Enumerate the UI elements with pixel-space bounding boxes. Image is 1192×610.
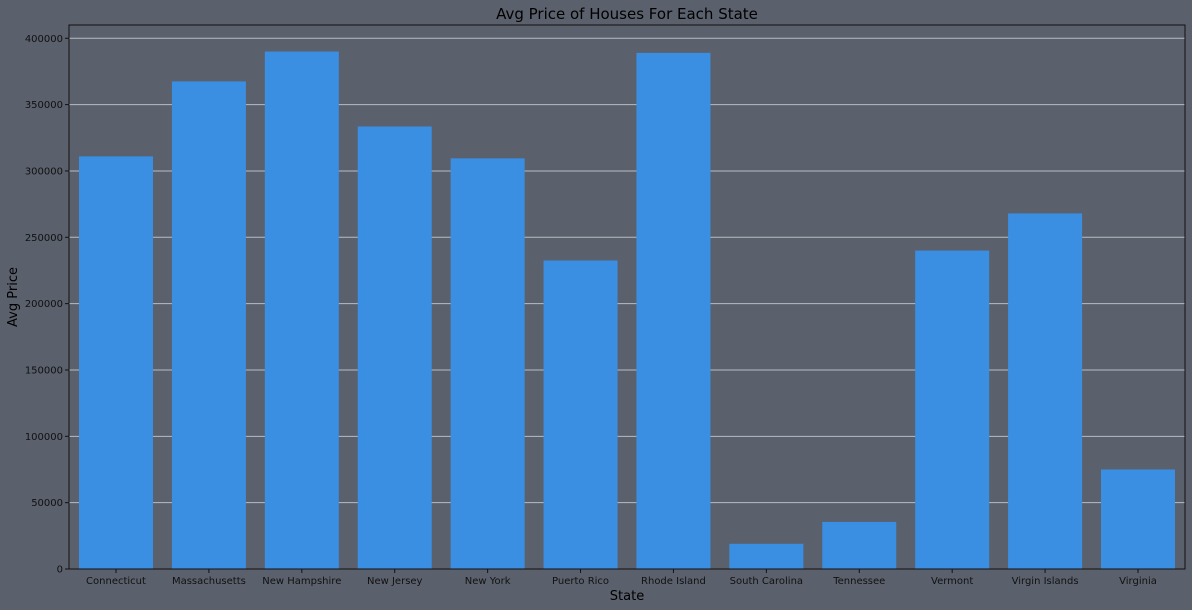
y-tick-label: 300000: [25, 166, 63, 177]
plot-frame: [68, 24, 1186, 570]
bar-puerto-rico: [543, 260, 618, 569]
y-tick-label: 100000: [25, 432, 63, 443]
bars: [79, 51, 1175, 570]
x-tick-label: New York: [465, 576, 511, 587]
x-tick-label: New Hampshire: [262, 576, 341, 587]
y-axis-title: Avg Price: [6, 267, 21, 327]
x-tick-label: South Carolina: [730, 576, 803, 587]
x-tick-label: Virginia: [1119, 576, 1157, 587]
y-tick-label: 200000: [25, 299, 63, 310]
bar-new-jersey: [357, 126, 432, 569]
x-axis-title: State: [610, 589, 644, 604]
y-tick-label: 250000: [25, 233, 63, 244]
bar-connecticut: [79, 156, 153, 570]
x-tick-label: Massachusetts: [172, 576, 246, 587]
x-tick-labels: Connecticut Massachusetts New Hampshire New…: [86, 576, 1157, 587]
bar-rhode-island: [636, 52, 711, 570]
bar-tennessee: [822, 521, 897, 569]
axes: [65, 24, 1186, 573]
x-tick-label: New Jersey: [367, 576, 423, 587]
x-tick-label: Tennessee: [832, 576, 885, 587]
bar-virgin-islands: [1008, 213, 1083, 569]
bar-new-hampshire: [264, 51, 339, 570]
y-tick-labels: 0 50000 100000 150000 200000 250000 300000 3500…: [25, 34, 63, 576]
x-tick-label: Puerto Rico: [552, 576, 609, 587]
bar-new-york: [450, 158, 525, 569]
chart-title: Avg Price of Houses For Each State: [496, 5, 758, 23]
bar-vermont: [915, 250, 990, 569]
y-tick-label: 150000: [25, 365, 63, 376]
x-tick-label: Connecticut: [86, 576, 146, 587]
y-tick-label: 400000: [25, 34, 63, 45]
x-tick-label: Virgin Islands: [1012, 576, 1079, 587]
bar-virginia: [1101, 469, 1175, 569]
y-tick-label: 350000: [25, 100, 63, 111]
grid-lines: [69, 37, 1185, 504]
x-tick-label: Vermont: [931, 576, 973, 587]
y-tick-label: 0: [57, 565, 63, 576]
bar-massachusetts: [171, 81, 246, 569]
y-tick-label: 50000: [31, 498, 63, 509]
bar-south-carolina: [729, 543, 804, 569]
x-tick-label: Rhode Island: [641, 576, 706, 587]
